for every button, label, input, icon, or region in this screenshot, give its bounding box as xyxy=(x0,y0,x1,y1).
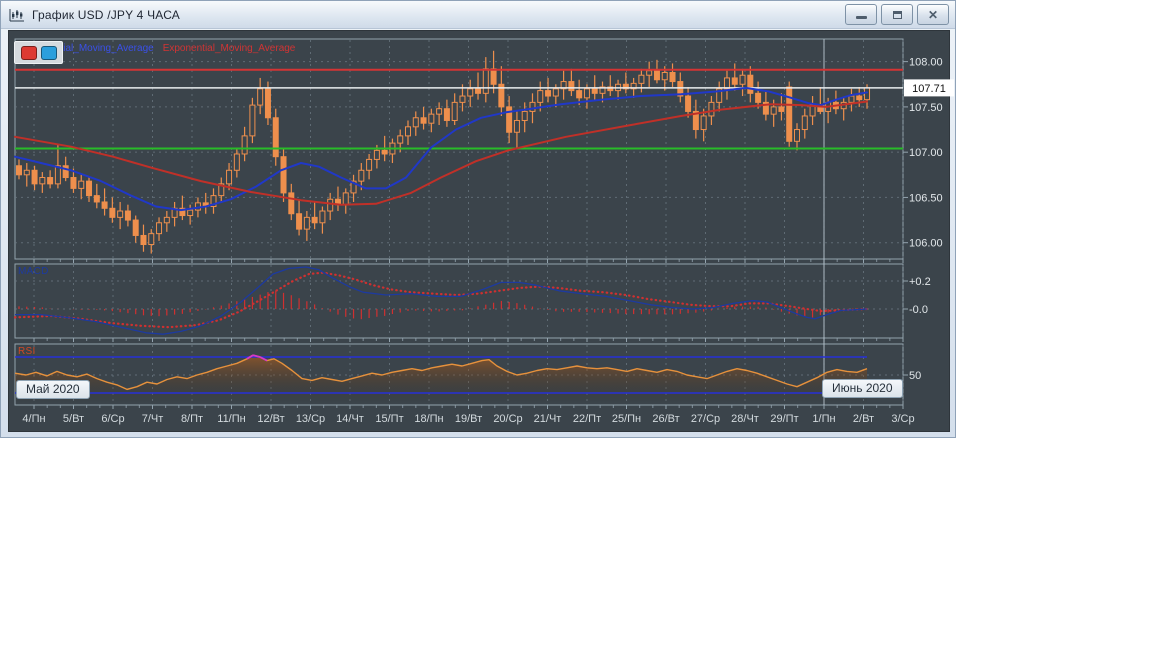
indicator-legend: Exponential_Moving_Average Exponential_Mo… xyxy=(21,43,304,54)
chart-icon xyxy=(8,7,26,23)
window-title: График USD /JPY 4 ЧАСА xyxy=(32,7,181,22)
titlebar[interactable]: График USD /JPY 4 ЧАСА ✕ xyxy=(1,1,955,29)
restore-button[interactable] xyxy=(881,4,913,25)
restore-icon xyxy=(892,10,902,19)
macd-label: MACD xyxy=(18,266,49,277)
minimize-button[interactable] xyxy=(845,4,877,25)
rsi-label: RSI xyxy=(18,346,36,357)
indicator-button-blue[interactable] xyxy=(40,45,57,60)
chart-window: График USD /JPY 4 ЧАСА ✕ 4/Пн 5/Вт 6/Ср 7/Ч… xyxy=(0,0,956,438)
close-icon: ✕ xyxy=(927,7,939,22)
legend-ema-slow-label: Exponential_Moving_Average xyxy=(162,43,296,54)
indicator-button-red[interactable] xyxy=(20,45,37,60)
minimize-icon xyxy=(855,16,867,19)
month-badge-may[interactable]: Май 2020 xyxy=(16,380,90,399)
chart-client-area[interactable] xyxy=(8,30,950,432)
close-button[interactable]: ✕ xyxy=(917,4,949,25)
month-badge-june[interactable]: Июнь 2020 xyxy=(822,379,903,398)
indicator-buttons xyxy=(14,41,63,64)
window-controls: ✕ xyxy=(845,4,949,25)
